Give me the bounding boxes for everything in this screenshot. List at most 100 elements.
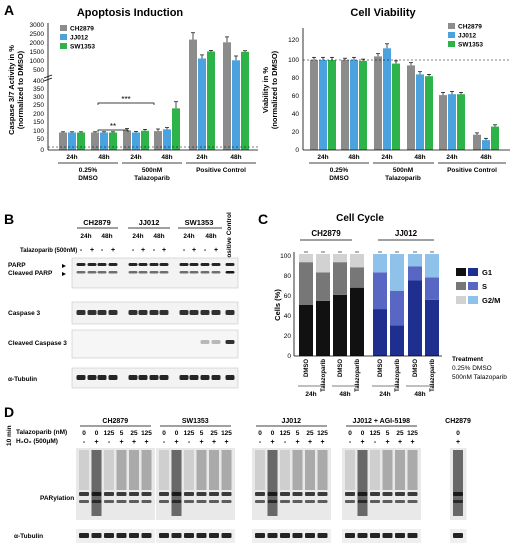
band-parp: [159, 263, 169, 266]
cc-segment-g2m-7: [425, 254, 439, 278]
h2o2-sign: +: [320, 439, 324, 446]
cc-segment-g1-3: [350, 287, 364, 356]
dose-value: 0: [95, 430, 99, 437]
viability-chart: [310, 43, 499, 150]
blot-d-header: CH28790-0+125-5+25+125+SW13530-0+125-5+2…: [80, 418, 471, 446]
dose-value: 0: [175, 430, 179, 437]
cc-time: 48h: [414, 391, 425, 398]
ytick: 400: [33, 78, 44, 85]
smear-lane: [305, 450, 315, 490]
band-caspase3: [128, 310, 138, 315]
cc-segment-g2m-6: [408, 254, 422, 267]
legend-swatch-g1-dark: [456, 268, 466, 276]
legend-g2m: G2/M: [482, 296, 500, 305]
cc-legend: G1 S G2/M: [456, 268, 500, 305]
dose-value: 25: [396, 430, 404, 437]
band-tubulin-d: [370, 533, 380, 538]
band-parylation: [453, 492, 463, 496]
dose-value: 5: [120, 430, 124, 437]
bar-ch2879-5: [473, 134, 481, 150]
band-cleaved-parp: [128, 271, 138, 274]
band-caspase3: [211, 310, 221, 315]
h2o2-sign: -: [163, 439, 166, 446]
cc-time: 48h: [339, 391, 350, 398]
h2o2-sign: -: [188, 439, 191, 446]
legend-swatch-ch2879: [448, 23, 455, 29]
row-talazoparib-label: Talazoparib (nM): [16, 429, 67, 436]
band-parp: [138, 263, 148, 266]
band-parylation: [407, 492, 418, 496]
band-label-caspase3: Caspase 3: [8, 310, 41, 317]
bar-jj012-5: [232, 60, 240, 150]
cc-treatment-legend: Treatment 0.25% DMSO 500nM Talazoparib: [452, 356, 507, 381]
band-parp: [108, 263, 118, 266]
sig-three-star: ***: [121, 95, 130, 104]
sig-two-star: **: [110, 122, 116, 131]
smear-lane: [267, 450, 278, 516]
treatment-sign: +: [162, 247, 166, 254]
smear-lane: [453, 450, 463, 516]
band-parylation: [79, 500, 89, 503]
h2o2-sign: -: [259, 439, 262, 446]
band-parp: [97, 263, 107, 266]
band-tubulin: [225, 375, 235, 380]
cc-bar-label: Talazoparib: [355, 359, 361, 392]
ytick: 40: [284, 313, 292, 320]
smear-lane: [159, 450, 169, 490]
blot-time: 24h: [80, 233, 91, 240]
smear-lane: [171, 450, 182, 516]
band-tubulin-d: [255, 533, 265, 538]
ytick: 250: [33, 102, 44, 109]
bar-jj012-4: [198, 58, 206, 150]
h2o2-sign: +: [144, 439, 148, 446]
blot-time: 48h: [153, 233, 164, 240]
cc-segment-s-6: [408, 266, 422, 281]
band-parylation: [382, 500, 393, 503]
dose-value: 0: [456, 430, 460, 437]
treatment-sign: -: [101, 247, 104, 254]
group-line2: Talazoparib: [385, 175, 421, 182]
legend-sw1353: SW1353: [458, 42, 483, 49]
ytick: 0: [295, 147, 299, 154]
dose-value: 125: [370, 430, 381, 437]
h2o2-sign: +: [119, 439, 123, 446]
smear-lane: [407, 450, 418, 490]
band-tubulin: [128, 375, 138, 380]
cc-segment-g2m-3: [350, 254, 364, 268]
row-h2o2-label: H₂O₂ (500μM): [16, 438, 58, 445]
treatment-sign: +: [111, 247, 115, 254]
cc-bar-label: Talazoparib: [395, 359, 401, 392]
band-parp: [149, 263, 159, 266]
legend-swatch-s-blue: [468, 282, 478, 290]
time-label: 24h: [317, 154, 328, 161]
band-parp: [225, 263, 235, 266]
h2o2-sign: +: [212, 439, 216, 446]
blot-d-block-name: CH2879: [102, 418, 128, 425]
band-label-tubulin: α-Tubulin: [8, 376, 37, 383]
treatment-sign: +: [141, 247, 145, 254]
bar-sw1353-4: [457, 94, 465, 150]
treatment-sign: +: [192, 247, 196, 254]
dose-value: 125: [184, 430, 195, 437]
viability-legend: CH2879 JJ012 SW1353: [448, 23, 483, 49]
band-tubulin-d: [280, 533, 290, 538]
band-parp: [200, 263, 210, 266]
smear-lane: [292, 450, 303, 490]
bar-ch2879-0: [59, 132, 67, 150]
h2o2-sign: +: [398, 439, 402, 446]
band-parylation: [357, 500, 368, 503]
bar-ch2879-1: [341, 60, 349, 150]
smear-lane: [370, 450, 380, 490]
smear-lane: [104, 450, 114, 490]
band-caspase3: [179, 310, 189, 315]
band-cleaved-parp: [87, 271, 97, 274]
band-cleaved-caspase3: [225, 340, 235, 344]
ytick: 1000: [30, 58, 45, 65]
ytick: 1500: [30, 49, 45, 56]
ytick: 20: [292, 129, 300, 136]
band-cleaved-parp: [200, 271, 210, 274]
band-tubulin-d: [171, 533, 182, 538]
band-parylation: [184, 500, 194, 503]
time-label: 24h: [196, 154, 207, 161]
legend-ch2879: CH2879: [70, 26, 94, 33]
